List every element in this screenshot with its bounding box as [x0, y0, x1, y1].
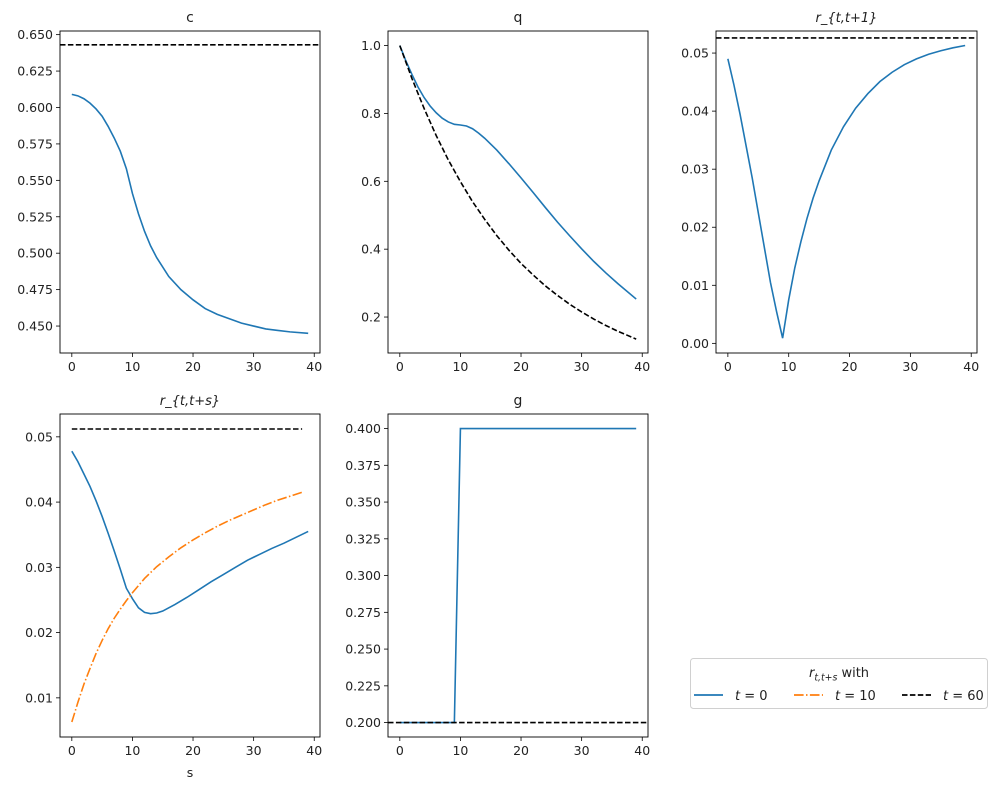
- x-axis-label: s: [187, 765, 194, 780]
- y-tick-label: 0.375: [345, 458, 381, 473]
- x-tick-label: 20: [513, 359, 529, 374]
- subplot-title: r_{t,t+s}: [160, 394, 220, 409]
- y-tick-label: 0.475: [17, 282, 53, 297]
- x-tick-label: 30: [574, 359, 590, 374]
- x-tick-label: 0: [396, 743, 404, 758]
- y-tick-label: 0.650: [17, 27, 53, 42]
- legend: rt,t+s with t = 0 t = 10 t = 60: [690, 658, 988, 709]
- x-tick-label: 0: [396, 359, 404, 374]
- y-tick-label: 0.02: [681, 220, 709, 235]
- x-tick-label: 40: [963, 359, 979, 374]
- legend-frame: [690, 658, 988, 709]
- axes-frame: [59, 413, 321, 738]
- y-tick-label: 0.01: [25, 690, 53, 705]
- subplot-title: r_{t,t+1}: [816, 11, 878, 26]
- legend-label-2: t = 60: [943, 689, 984, 704]
- x-tick-label: 0: [724, 359, 732, 374]
- x-tick-label: 20: [185, 743, 201, 758]
- y-tick-label: 0.01: [681, 278, 709, 293]
- y-tick-label: 0.525: [17, 209, 53, 224]
- y-tick-label: 0.05: [25, 429, 53, 444]
- y-tick-label: 0.6: [361, 174, 381, 189]
- subplot-4: 0 10 20 30 40 0.200 0.225 0.250 0.275 0.300 0.325 0…: [345, 393, 650, 758]
- y-tick-label: 0.03: [25, 560, 53, 575]
- legend-label-0: t = 0: [735, 689, 768, 704]
- y-tick-label: 0.04: [681, 104, 709, 119]
- y-tick-label: 0.05: [681, 46, 709, 61]
- plot-area: [60, 31, 320, 353]
- y-tick-label: 0.4: [361, 242, 381, 257]
- x-tick-label: 30: [246, 743, 262, 758]
- subplot-1: 0 10 20 30 40 0.2 0.4 0.6 0.8 1.0 q: [361, 10, 650, 374]
- series-line-t10: [71, 491, 303, 723]
- series-line-0: [71, 93, 309, 335]
- y-tick-label: 0.275: [345, 605, 381, 620]
- x-tick-label: 0: [68, 743, 76, 758]
- y-tick-label: 0.500: [17, 246, 53, 261]
- x-tick-label: 30: [246, 359, 262, 374]
- x-tick-label: 40: [306, 743, 322, 758]
- legend-title: rt,t+s with: [809, 666, 869, 683]
- x-tick-label: 30: [902, 359, 918, 374]
- series-line-0: [399, 427, 637, 724]
- x-tick-label: 40: [634, 359, 650, 374]
- x-tick-label: 10: [124, 359, 140, 374]
- y-tick-label: 0.625: [17, 64, 53, 79]
- plot-area: [716, 31, 977, 353]
- y-tick-label: 0.400: [345, 421, 381, 436]
- plot-area: [388, 31, 648, 353]
- y-tick-label: 0.600: [17, 100, 53, 115]
- axes-frame: [715, 30, 978, 354]
- subplot-title: c: [186, 10, 194, 26]
- subplot-title: g: [514, 393, 523, 409]
- y-tick-label: 0.350: [345, 495, 381, 510]
- series-line-0: [399, 45, 637, 300]
- x-tick-label: 20: [185, 359, 201, 374]
- series-line-t0: [71, 450, 309, 615]
- x-tick-label: 10: [781, 359, 797, 374]
- x-tick-label: 20: [842, 359, 858, 374]
- x-tick-label: 20: [513, 743, 529, 758]
- y-tick-label: 0.225: [345, 678, 381, 693]
- legend-label-1: t = 10: [835, 689, 876, 704]
- x-tick-label: 10: [124, 743, 140, 758]
- y-tick-label: 0.450: [17, 319, 53, 334]
- x-tick-label: 10: [452, 743, 468, 758]
- x-tick-label: 40: [634, 743, 650, 758]
- plot-area: [388, 414, 648, 737]
- y-tick-label: 0.300: [345, 568, 381, 583]
- x-tick-label: 30: [574, 743, 590, 758]
- series-line-0: [727, 44, 966, 339]
- y-tick-label: 0.575: [17, 136, 53, 151]
- axes-frame: [59, 30, 321, 354]
- y-tick-label: 0.200: [345, 715, 381, 730]
- plot-area: [60, 414, 320, 737]
- y-tick-label: 0.325: [345, 531, 381, 546]
- y-tick-label: 0.8: [361, 106, 381, 121]
- x-tick-label: 10: [452, 359, 468, 374]
- subplot-title: q: [514, 10, 523, 26]
- axes-frame: [387, 30, 649, 354]
- y-tick-label: 1.0: [361, 38, 381, 53]
- x-tick-label: 0: [68, 359, 76, 374]
- y-tick-label: 0.250: [345, 642, 381, 657]
- subplot-3: 0 10 20 30 40 0.01 0.02 0.03 0.04 0.05 r_{t,t+s}s: [25, 394, 322, 780]
- subplot-2: 0 10 20 30 40 0.00 0.01 0.02 0.03 0.04 0.05 r_{t,t+…: [681, 11, 979, 374]
- y-tick-label: 0.00: [681, 336, 709, 351]
- y-tick-label: 0.2: [361, 310, 381, 325]
- y-tick-label: 0.03: [681, 162, 709, 177]
- y-tick-label: 0.04: [25, 495, 53, 510]
- y-tick-label: 0.02: [25, 625, 53, 640]
- x-tick-label: 40: [306, 359, 322, 374]
- series-line-1: [399, 45, 637, 340]
- subplot-0: 0 10 20 30 40 0.450 0.475 0.500 0.525 0.550 0.575 0…: [17, 10, 322, 374]
- y-tick-label: 0.550: [17, 173, 53, 188]
